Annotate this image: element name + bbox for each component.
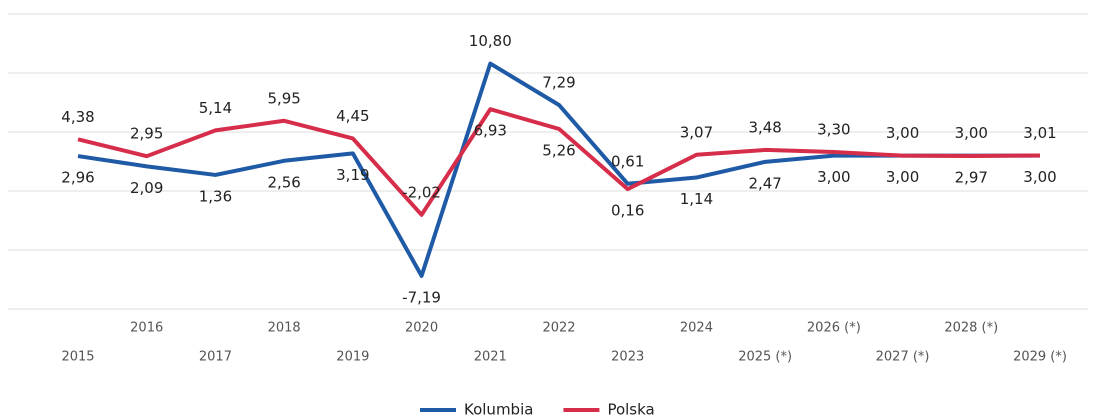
data-label: 3,00 [817,168,850,186]
x-tick-label: 2021 [474,350,507,365]
data-label: 3,01 [1023,124,1056,142]
data-label: 2,09 [130,179,163,197]
data-label: 6,93 [474,122,507,140]
data-label: -7,19 [402,288,441,306]
data-label: 3,19 [336,166,369,184]
data-label: 3,30 [817,121,850,139]
x-tick-label: 2029 (*) [1013,350,1067,365]
data-label: 1,14 [680,190,713,208]
x-tick-label: 2026 (*) [807,321,861,336]
data-label: 3,48 [748,118,781,136]
data-label: 5,26 [542,141,575,159]
data-label: -2,02 [402,183,441,201]
data-label: 4,38 [61,108,94,126]
legend-label: Polska [607,401,654,419]
data-label: 2,47 [748,174,781,192]
data-label: 0,16 [611,202,644,220]
x-tick-label: 2020 [405,321,438,336]
data-label: 4,45 [336,107,369,125]
x-tick-label: 2022 [542,321,575,336]
legend-label: Kolumbia [464,401,533,419]
data-label: 3,00 [1023,168,1056,186]
data-label: 2,95 [130,125,163,143]
data-label: 5,95 [267,89,300,107]
x-tick-label: 2017 [199,350,232,365]
x-tick-label: 2019 [336,350,369,365]
data-label: 10,80 [469,32,512,50]
x-tick-label: 2018 [268,321,301,336]
x-tick-label: 2028 (*) [944,321,998,336]
x-tick-label: 2023 [611,350,644,365]
data-label: 0,61 [611,152,644,170]
data-label: 5,14 [199,99,232,117]
data-label: 7,29 [542,73,575,91]
data-label: 2,56 [267,173,300,191]
x-tick-label: 2027 (*) [876,350,930,365]
data-label: 3,00 [886,168,919,186]
x-tick-label: 2025 (*) [738,350,792,365]
data-label: 3,07 [680,123,713,141]
x-tick-label: 2024 [680,321,713,336]
x-tick-label: 2015 [61,350,94,365]
data-label: 2,97 [955,168,988,186]
data-label: 3,00 [955,124,988,142]
data-label: 2,96 [61,169,94,187]
x-tick-label: 2016 [130,321,163,336]
data-label: 3,00 [886,124,919,142]
data-label: 1,36 [199,187,232,205]
series-line [77,107,1041,217]
